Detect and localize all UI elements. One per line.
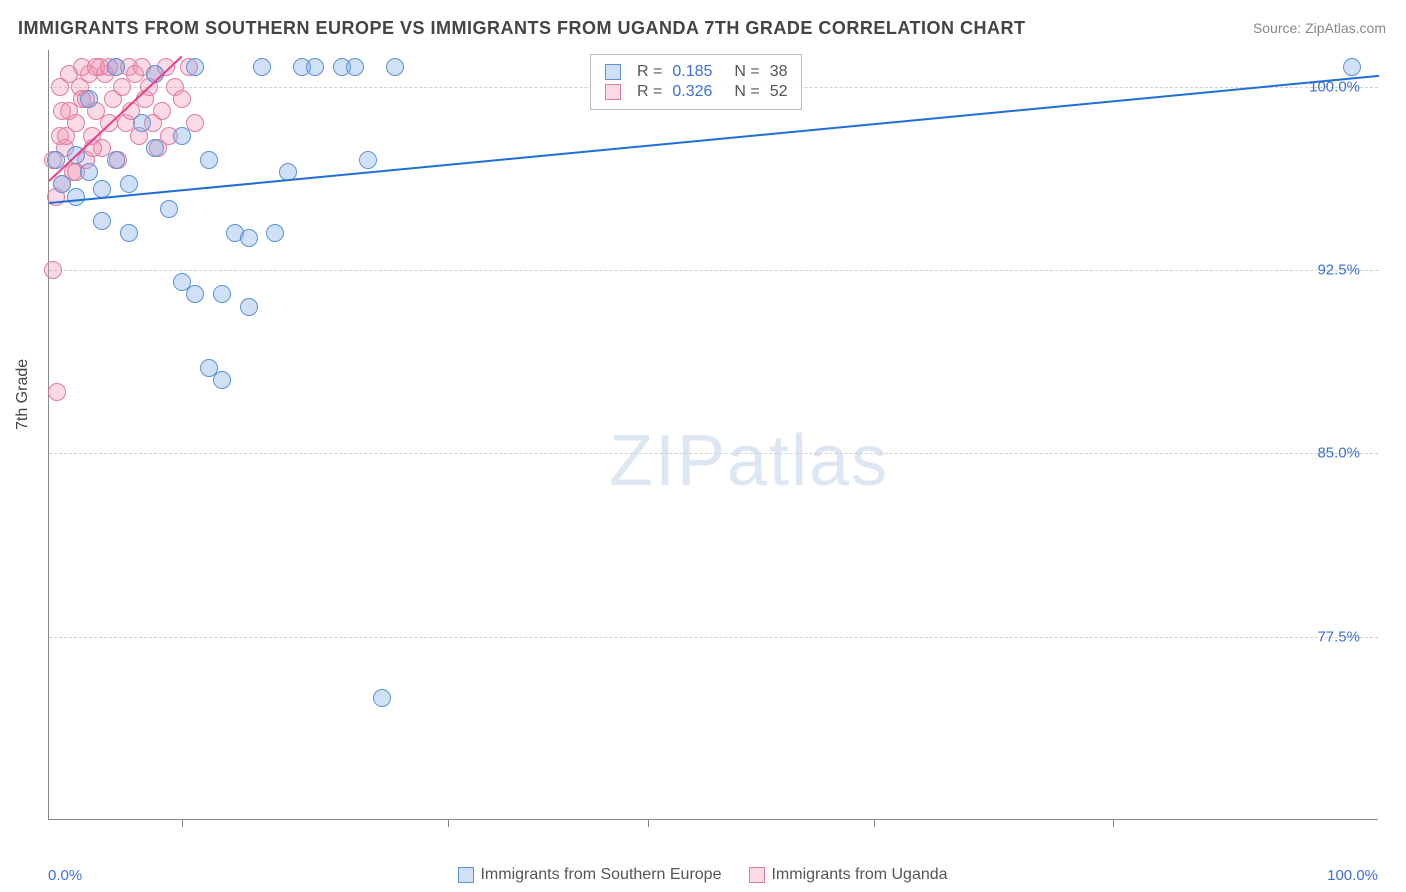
y-tick-label: 92.5%: [1317, 262, 1360, 279]
scatter-point-series-a: [240, 229, 258, 247]
scatter-point-series-b: [57, 127, 75, 145]
scatter-point-series-b: [44, 261, 62, 279]
scatter-point-series-a: [80, 90, 98, 108]
stats-row: R = 0.185 N = 38: [605, 63, 787, 81]
scatter-point-series-b: [48, 383, 66, 401]
stat-r-label: R =: [637, 83, 662, 101]
legend-item: Immigrants from Southern Europe: [458, 866, 721, 884]
watermark: ZIPatlas: [609, 420, 889, 502]
gridline-horizontal: [49, 270, 1378, 271]
stats-row: R = 0.326 N = 52: [605, 83, 787, 101]
x-tick: [1113, 819, 1114, 827]
scatter-point-series-a: [200, 151, 218, 169]
legend-swatch: [749, 867, 765, 883]
x-tick: [874, 819, 875, 827]
x-tick: [182, 819, 183, 827]
legend-item: Immigrants from Uganda: [749, 866, 947, 884]
scatter-point-series-a: [120, 224, 138, 242]
x-tick: [448, 819, 449, 827]
scatter-point-series-b: [51, 78, 69, 96]
chart-plot-area: ZIPatlas 100.0%92.5%85.0%77.5%: [48, 50, 1378, 820]
stat-n-value: 52: [770, 83, 788, 101]
y-tick-label: 77.5%: [1317, 628, 1360, 645]
scatter-point-series-a: [67, 188, 85, 206]
source-attribution: Source: ZipAtlas.com: [1253, 20, 1386, 36]
scatter-point-series-a: [306, 58, 324, 76]
scatter-point-series-a: [146, 139, 164, 157]
scatter-point-series-a: [240, 298, 258, 316]
stat-n-label: N =: [734, 63, 759, 81]
scatter-point-series-b: [173, 90, 191, 108]
scatter-point-series-a: [373, 689, 391, 707]
legend-swatch: [605, 64, 621, 80]
scatter-point-series-b: [153, 102, 171, 120]
stat-r-label: R =: [637, 63, 662, 81]
scatter-point-series-a: [213, 285, 231, 303]
scatter-point-series-b: [53, 102, 71, 120]
correlation-stats-box: R = 0.185 N = 38 R = 0.326 N = 52: [590, 54, 802, 110]
scatter-point-series-a: [186, 58, 204, 76]
scatter-point-series-a: [359, 151, 377, 169]
scatter-point-series-a: [93, 212, 111, 230]
y-axis-label: 7th Grade: [14, 359, 32, 430]
stat-r-value: 0.185: [672, 63, 724, 81]
scatter-point-series-a: [107, 151, 125, 169]
scatter-point-series-a: [1343, 58, 1361, 76]
scatter-point-series-a: [266, 224, 284, 242]
scatter-point-series-a: [346, 58, 364, 76]
bottom-legend: Immigrants from Southern Europe Immigrant…: [0, 866, 1406, 884]
legend-swatch: [605, 84, 621, 100]
x-tick: [648, 819, 649, 827]
scatter-point-series-a: [386, 58, 404, 76]
stat-n-value: 38: [770, 63, 788, 81]
legend-label: Immigrants from Uganda: [771, 866, 947, 883]
legend-swatch: [458, 867, 474, 883]
scatter-point-series-a: [253, 58, 271, 76]
scatter-point-series-a: [213, 371, 231, 389]
scatter-point-series-b: [84, 139, 102, 157]
scatter-point-series-a: [160, 200, 178, 218]
chart-title: IMMIGRANTS FROM SOUTHERN EUROPE VS IMMIG…: [18, 18, 1026, 39]
gridline-horizontal: [49, 453, 1378, 454]
stat-r-value: 0.326: [672, 83, 724, 101]
scatter-point-series-a: [173, 127, 191, 145]
scatter-point-series-a: [133, 114, 151, 132]
scatter-point-series-a: [120, 175, 138, 193]
legend-label: Immigrants from Southern Europe: [480, 866, 721, 883]
y-tick-label: 85.0%: [1317, 445, 1360, 462]
scatter-point-series-a: [107, 58, 125, 76]
gridline-horizontal: [49, 637, 1378, 638]
scatter-point-series-a: [53, 175, 71, 193]
stat-n-label: N =: [734, 83, 759, 101]
scatter-point-series-a: [186, 285, 204, 303]
scatter-point-series-a: [80, 163, 98, 181]
